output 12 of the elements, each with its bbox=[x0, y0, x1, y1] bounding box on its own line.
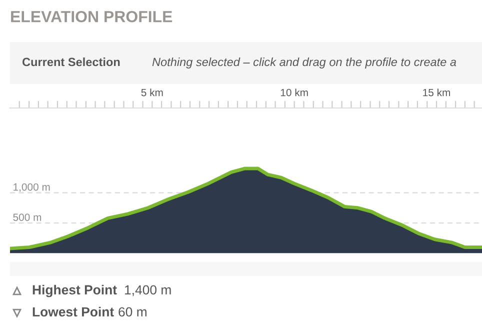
x-tick-label: 15 km bbox=[423, 88, 450, 96]
text: Current Selection bbox=[22, 58, 120, 66]
x-tick-label: 5 km bbox=[141, 88, 163, 96]
text: Lowest Point bbox=[32, 306, 114, 317]
y-tick-label: 1,000 m bbox=[14, 183, 50, 192]
text: 1,400 m bbox=[125, 285, 171, 296]
x-tick-label: 10 km bbox=[280, 88, 308, 96]
text: Highest Point bbox=[32, 284, 117, 298]
chart-title: ELEVATION PROFILE bbox=[11, 10, 172, 22]
y-tick-label: 500 m bbox=[13, 214, 42, 221]
text: Nothing selected – click and drag on the profile to create a bbox=[152, 58, 456, 69]
text: 60 m bbox=[118, 307, 146, 317]
